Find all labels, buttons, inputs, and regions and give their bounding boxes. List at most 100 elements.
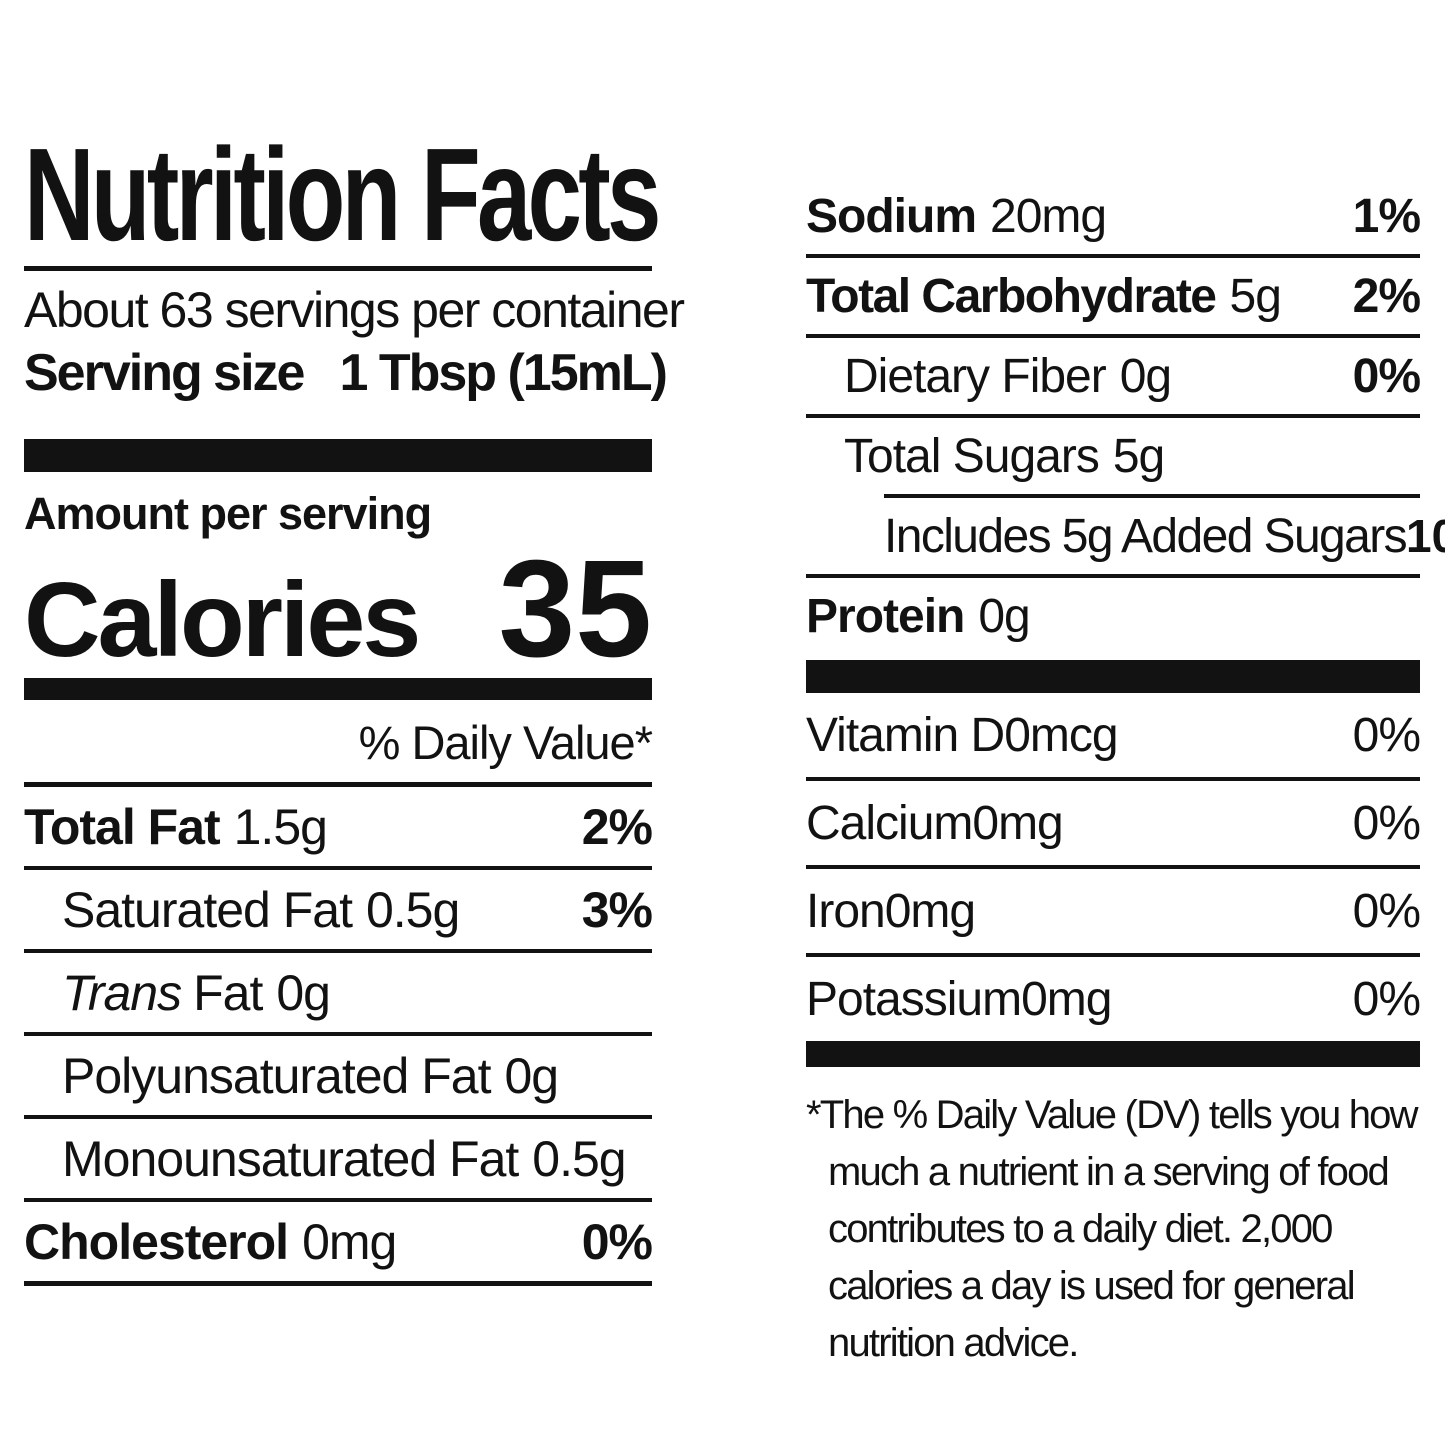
nutrient-amount: 0.5g [532, 1130, 626, 1187]
calories-label: Calories [24, 561, 421, 679]
nutrient-row-polyunsaturated-fat: Polyunsaturated Fat 0g [24, 1036, 652, 1119]
daily-value-divider [24, 782, 652, 787]
nutrient-amount: 0mg [884, 884, 976, 938]
serving-size-value: 1 Tbsp (15mL) [339, 344, 667, 402]
nutrient-name: Total Fat [24, 798, 221, 855]
thick-divider-bar [806, 660, 1420, 693]
serving-size-row: Serving size 1 Tbsp (15mL) [24, 343, 668, 403]
daily-value-percent: 0% [1352, 796, 1421, 850]
daily-value-percent: 0% [1352, 972, 1421, 1026]
nutrient-amount: 0g [1119, 349, 1172, 403]
nutrient-amount: 0g [504, 1047, 560, 1104]
nutrient-row-dietary-fiber: Dietary Fiber 0g 0% [806, 338, 1421, 418]
nutrient-label: Dietary Fiber 0g [806, 349, 1172, 404]
nutrient-row-total-fat: Total Fat 1.5g 2% [24, 787, 653, 870]
nutrient-label: Monounsaturated Fat 0.5g [24, 1130, 627, 1188]
nutrient-amount: 0g [276, 964, 331, 1021]
nutrient-name: Saturated Fat [62, 881, 353, 938]
footnote-line: *The % Daily Value (DV) tells you how [806, 1093, 1419, 1137]
vitamin-row-potassium: Potassium 0mg 0% [806, 957, 1421, 1041]
medium-divider-bar [24, 678, 652, 700]
vitamin-row-iron: Iron 0mg 0% [806, 869, 1421, 957]
daily-value-percent: 10% [1406, 510, 1445, 562]
servings-per-container: About 63 servings per container [24, 282, 685, 338]
nutrient-name: Cholesterol [24, 1213, 289, 1270]
thick-divider-bar [24, 439, 652, 472]
nutrient-label: Saturated Fat 0.5g [24, 881, 460, 939]
nutrient-label: Total Carbohydrate 5g [806, 269, 1282, 324]
daily-value-percent: 1% [1352, 189, 1421, 243]
daily-value-percent: 3% [581, 881, 653, 938]
nutrient-amount: 0g [978, 589, 1030, 643]
nutrient-name: Dietary Fiber [844, 349, 1107, 403]
calories-row: Calories 35 [24, 540, 652, 679]
nutrient-name: Total Carbohydrate [806, 269, 1217, 323]
nutrient-amount: 0mg [972, 796, 1063, 850]
nutrient-row-total-carbohydrate: Total Carbohydrate 5g 2% [806, 258, 1421, 338]
nutrition-facts-title: Nutrition Facts [24, 121, 661, 268]
nutrient-name: Polyunsaturated Fat [62, 1047, 491, 1104]
nutrient-row-trans-fat: Trans Fat 0g [24, 953, 652, 1036]
nutrient-row-saturated-fat: Saturated Fat 0.5g 3% [24, 870, 653, 953]
nutrient-label: Sodium 20mg [806, 189, 1107, 244]
indented-divider [884, 494, 1420, 498]
bottom-divider-bar [806, 1041, 1420, 1067]
nutrient-row-total-sugars: Total Sugars 5g [806, 418, 1420, 494]
nutrient-name: Includes 5g Added Sugars [884, 509, 1408, 563]
daily-value-percent: 2% [581, 798, 653, 855]
nutrient-label: Total Fat 1.5g [24, 798, 328, 856]
nutrient-name: Protein [806, 589, 965, 643]
nutrient-row-added-sugars: Includes 5g Added Sugars 10% [806, 498, 1445, 578]
nutrient-name: Calcium [806, 796, 973, 850]
nutrient-row-cholesterol: Cholesterol 0mg 0% [24, 1202, 653, 1286]
nutrient-label: Vitamin D 0mcg [806, 708, 1119, 763]
nutrient-name: Monounsaturated Fat [62, 1130, 519, 1187]
daily-value-percent: 2% [1352, 269, 1421, 323]
nutrient-row-monounsaturated-fat: Monounsaturated Fat 0.5g [24, 1119, 652, 1202]
daily-value-header: % Daily Value* [358, 716, 653, 769]
title-divider [24, 266, 652, 271]
nutrient-label: Protein 0g [806, 589, 1031, 644]
nutrient-label: Polyunsaturated Fat 0g [24, 1047, 560, 1105]
nutrient-name: Iron [806, 884, 886, 938]
nutrient-label: Trans Fat 0g [24, 964, 331, 1022]
nutrient-row-protein: Protein 0g [806, 578, 1420, 654]
daily-value-percent: 0% [581, 1213, 653, 1270]
footnote-line: contributes to a daily diet. 2,000 [828, 1207, 1333, 1251]
nutrient-amount: 0mg [1021, 972, 1112, 1026]
calories-value: 35 [498, 532, 653, 686]
vitamin-row-calcium: Calcium 0mg 0% [806, 781, 1421, 869]
nutrient-name-italic: Trans [62, 964, 182, 1021]
serving-size-label: Serving size [24, 344, 305, 402]
right-column: Sodium 20mg 1% Total Carbohydrate 5g 2% … [806, 0, 1445, 1372]
nutrient-label: Total Sugars 5g [806, 429, 1165, 484]
daily-value-percent: 0% [1352, 349, 1421, 403]
nutrient-amount: 0mg [302, 1213, 397, 1270]
nutrient-amount: 20mg [990, 189, 1107, 243]
footnote-line: nutrition advice. [828, 1321, 1079, 1365]
nutrient-name: Vitamin D [806, 708, 1005, 762]
nutrient-name: Sodium [806, 189, 977, 243]
nutrient-label: Iron 0mg [806, 884, 976, 939]
nutrient-name: Total Sugars [844, 429, 1100, 483]
nutrient-label: Cholesterol 0mg [24, 1213, 397, 1271]
footnote-line: much a nutrient in a serving of food [828, 1150, 1390, 1194]
nutrient-label: Potassium 0mg [806, 972, 1112, 1027]
daily-value-percent: 0% [1352, 708, 1421, 762]
vitamin-row-vitamin-d: Vitamin D 0mcg 0% [806, 693, 1421, 781]
nutrient-amount: 5g [1112, 429, 1165, 483]
nutrient-amount: 0.5g [365, 881, 460, 938]
nutrient-row-sodium: Sodium 20mg 1% [806, 178, 1421, 258]
nutrient-name: Fat [193, 964, 263, 1021]
nutrient-name: Potassium [806, 972, 1022, 1026]
nutrient-label: Calcium 0mg [806, 796, 1064, 851]
nutrient-label: Includes 5g Added Sugars [806, 509, 1408, 564]
nutrient-amount: 5g [1229, 269, 1282, 323]
page-title: Nutrition Facts [24, 129, 661, 261]
amount-per-serving-label: Amount per serving [24, 488, 432, 539]
footnote-line: calories a day is used for general [828, 1264, 1356, 1308]
nutrient-amount: 0mcg [1004, 708, 1118, 762]
left-column: Nutrition Facts About 63 servings per co… [24, 0, 685, 1286]
daily-value-percent: 0% [1352, 884, 1421, 938]
